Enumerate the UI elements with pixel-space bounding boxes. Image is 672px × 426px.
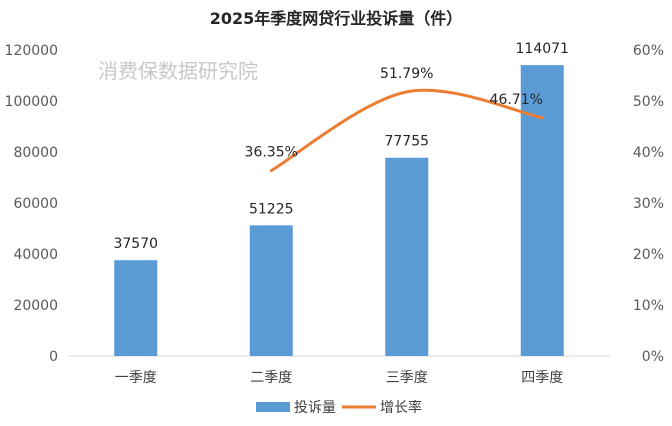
bar-series: 37570 51225 77755 114071 — [113, 41, 569, 356]
watermark: 消费保数据研究院 — [98, 59, 258, 83]
legend-label-bar: 投诉量 — [294, 400, 336, 416]
left-axis-tick: 40000 — [13, 247, 58, 263]
category-axis: 一季度 二季度 三季度 四季度 — [115, 370, 564, 386]
left-axis: 0 20000 40000 60000 80000 100000 120000 — [5, 43, 58, 365]
bar-data-label: 77755 — [384, 134, 429, 150]
bar-data-label: 51225 — [249, 201, 294, 217]
left-axis-tick: 0 — [49, 349, 58, 365]
right-axis-tick: 60% — [633, 43, 664, 59]
right-axis-tick: 40% — [633, 145, 664, 161]
legend: 投诉量 增长率 — [256, 399, 422, 416]
category-label: 三季度 — [386, 370, 428, 386]
line-data-label: 46.71% — [490, 92, 543, 108]
bar — [385, 157, 429, 356]
right-axis-tick: 30% — [633, 196, 664, 212]
bar — [114, 260, 158, 356]
right-axis-tick: 50% — [633, 94, 664, 110]
line-data-label: 36.35% — [245, 145, 298, 161]
right-axis: 0% 10% 20% 30% 40% 50% 60% — [633, 43, 664, 365]
line-data-label: 51.79% — [380, 66, 433, 82]
left-axis-tick: 20000 — [13, 298, 58, 314]
category-label: 二季度 — [250, 370, 292, 386]
bar-data-label: 37570 — [113, 236, 158, 252]
left-axis-tick: 120000 — [5, 43, 58, 59]
bar — [249, 225, 293, 356]
right-axis-tick: 0% — [642, 349, 664, 365]
legend-swatch-bar — [256, 402, 290, 412]
category-label: 四季度 — [521, 370, 563, 386]
growth-rate-line — [269, 88, 544, 173]
left-axis-tick: 80000 — [13, 145, 58, 161]
left-axis-tick: 60000 — [13, 196, 58, 212]
bar-data-label: 114071 — [516, 41, 569, 57]
category-label: 一季度 — [115, 370, 157, 386]
chart-title: 2025年季度网贷行业投诉量（件） — [210, 9, 463, 28]
bar — [520, 65, 564, 356]
legend-label-line: 增长率 — [380, 399, 422, 416]
right-axis-tick: 10% — [633, 298, 664, 314]
left-axis-tick: 100000 — [5, 94, 58, 110]
line-series: 36.35% 51.79% 46.71% — [245, 66, 544, 173]
right-axis-tick: 20% — [633, 247, 664, 263]
